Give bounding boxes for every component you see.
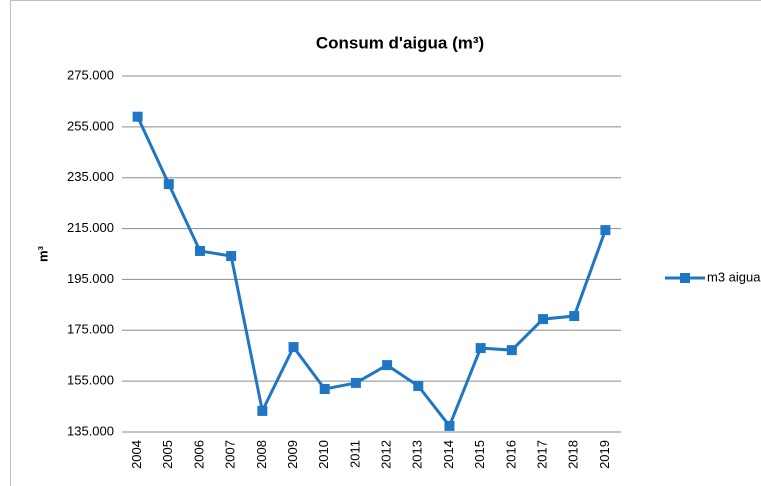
x-tick-label: 2007: [223, 440, 238, 469]
y-tick-label: 195.000: [67, 271, 114, 286]
legend-label: m3 aigua: [707, 269, 761, 284]
y-axis-label: m³: [35, 245, 50, 262]
x-tick-label: 2017: [534, 440, 549, 469]
chart-title: Consum d'aigua (m³): [316, 33, 484, 52]
y-tick-label: 255.000: [67, 118, 114, 133]
x-tick-label: 2008: [254, 440, 269, 469]
x-tick-label: 2014: [441, 440, 456, 469]
point-marker: [382, 360, 393, 371]
x-tick-label: 2009: [285, 440, 300, 469]
point-marker: [413, 380, 424, 391]
x-tick-label: 2019: [597, 440, 612, 469]
series-line: [136, 116, 607, 429]
point-marker: [132, 111, 143, 122]
chart-border: [10, 0, 761, 486]
x-tick-label: 2005: [160, 440, 175, 469]
x-tick-label: 2006: [191, 440, 206, 469]
x-tick-label: 2015: [472, 440, 487, 469]
x-tick-label: 2011: [347, 440, 362, 468]
y-tick-label: 215.000: [67, 220, 114, 235]
point-marker: [506, 345, 517, 356]
x-tick-label: 2010: [316, 440, 331, 469]
point-marker: [288, 342, 299, 353]
legend-marker: [680, 273, 690, 283]
x-tick-label: 2012: [379, 440, 394, 469]
x-tick-label: 2004: [129, 440, 144, 469]
x-tick-label: 2016: [503, 440, 518, 469]
point-marker: [194, 245, 205, 256]
point-marker: [444, 420, 455, 431]
point-marker: [569, 311, 580, 322]
point-marker: [350, 377, 361, 388]
x-tick-label: 2018: [566, 440, 581, 469]
point-marker: [226, 251, 237, 262]
x-tick-label: 2013: [410, 440, 425, 469]
y-tick-label: 175.000: [67, 322, 114, 337]
y-tick-label: 235.000: [67, 169, 114, 184]
y-tick-label: 135.000: [67, 423, 114, 438]
point-marker: [600, 225, 611, 236]
point-marker: [475, 343, 486, 354]
point-marker: [319, 384, 330, 395]
point-marker: [538, 314, 549, 325]
y-tick-label: 155.000: [67, 373, 114, 388]
point-marker: [163, 179, 174, 190]
y-tick-label: 275.000: [67, 67, 114, 82]
point-marker: [257, 405, 268, 416]
